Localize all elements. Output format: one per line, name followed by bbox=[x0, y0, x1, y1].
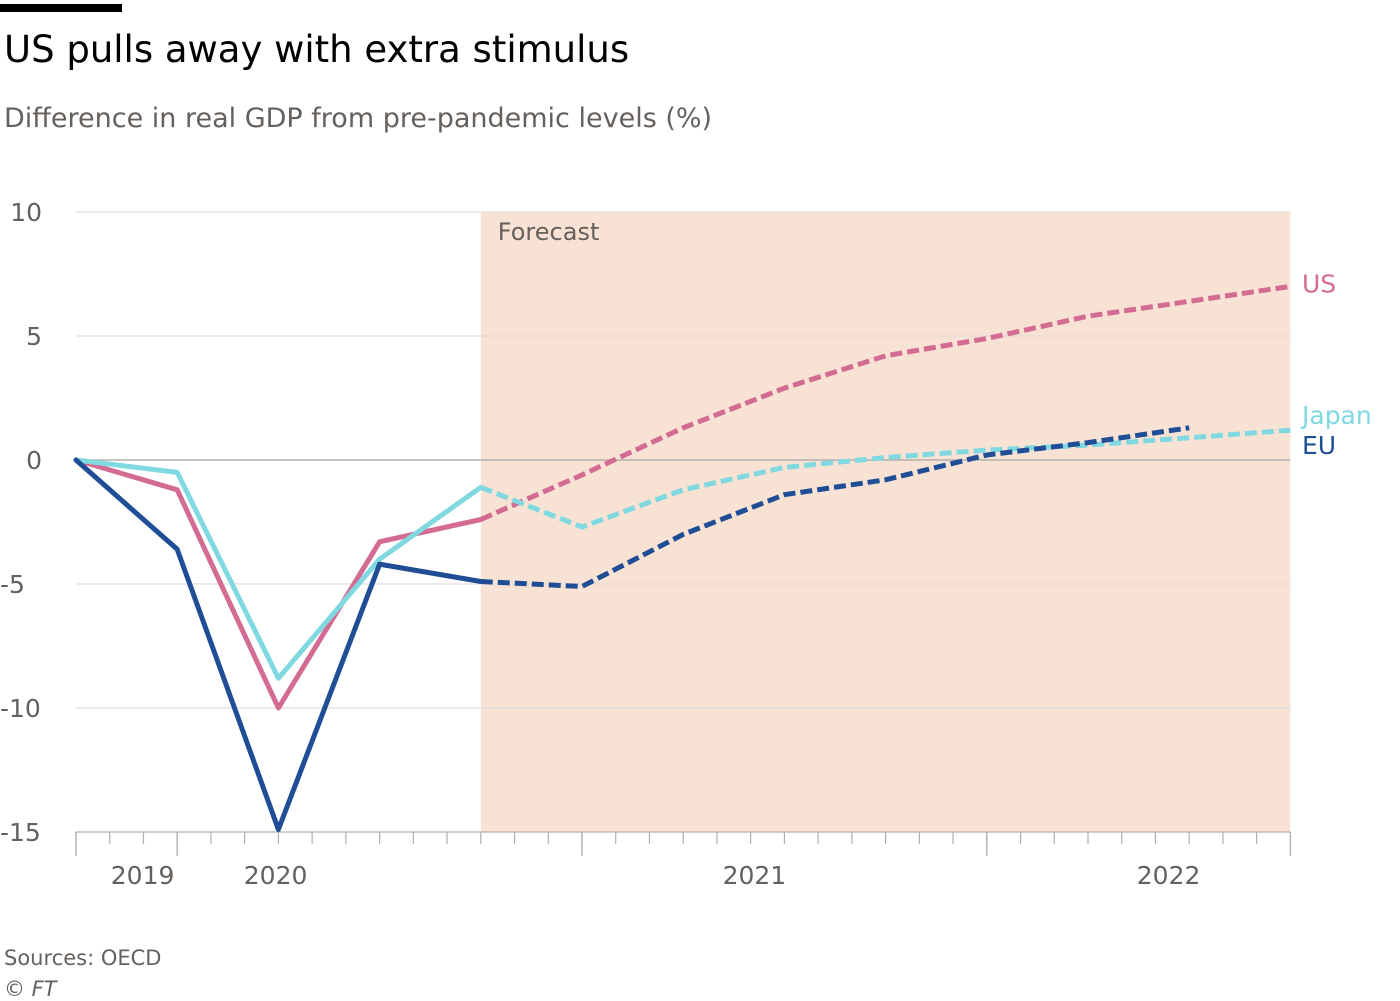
chart-title: US pulls away with extra stimulus bbox=[4, 28, 630, 71]
series-forecast-line-japan bbox=[479, 427, 1291, 530]
copyright-note: © FT bbox=[4, 977, 57, 1001]
line-chart: Forecast 10 5 0 -5 -10 -15 2019 2020 2021 2022 US… bbox=[0, 198, 1372, 890]
series-forecast-line-eu bbox=[480, 425, 1190, 589]
top-accent-bar bbox=[0, 4, 122, 12]
series-label-eu: EU bbox=[1302, 431, 1336, 460]
y-tick-label: -15 bbox=[0, 818, 41, 847]
y-tick-label: 0 bbox=[26, 446, 42, 475]
x-year-label: 2022 bbox=[1137, 861, 1201, 890]
series-forecast-line-us bbox=[479, 283, 1291, 522]
y-tick-label: -10 bbox=[0, 694, 41, 723]
x-year-label: 2020 bbox=[244, 861, 308, 890]
source-note: Sources: OECD bbox=[4, 946, 162, 970]
x-year-label: 2019 bbox=[111, 861, 175, 890]
x-year-label: 2021 bbox=[723, 861, 787, 890]
y-tick-label: 5 bbox=[26, 322, 42, 351]
series-label-us: US bbox=[1302, 269, 1336, 298]
forecast-band bbox=[480, 212, 1291, 832]
series-label-japan: Japan bbox=[1300, 401, 1372, 430]
y-tick-label: 10 bbox=[10, 198, 42, 227]
y-tick-label: -5 bbox=[0, 570, 25, 599]
series-line-japan bbox=[73, 457, 484, 681]
chart-subtitle: Difference in real GDP from pre-pandemic… bbox=[4, 103, 713, 134]
forecast-label: Forecast bbox=[498, 218, 600, 246]
series-line-eu bbox=[73, 457, 484, 832]
